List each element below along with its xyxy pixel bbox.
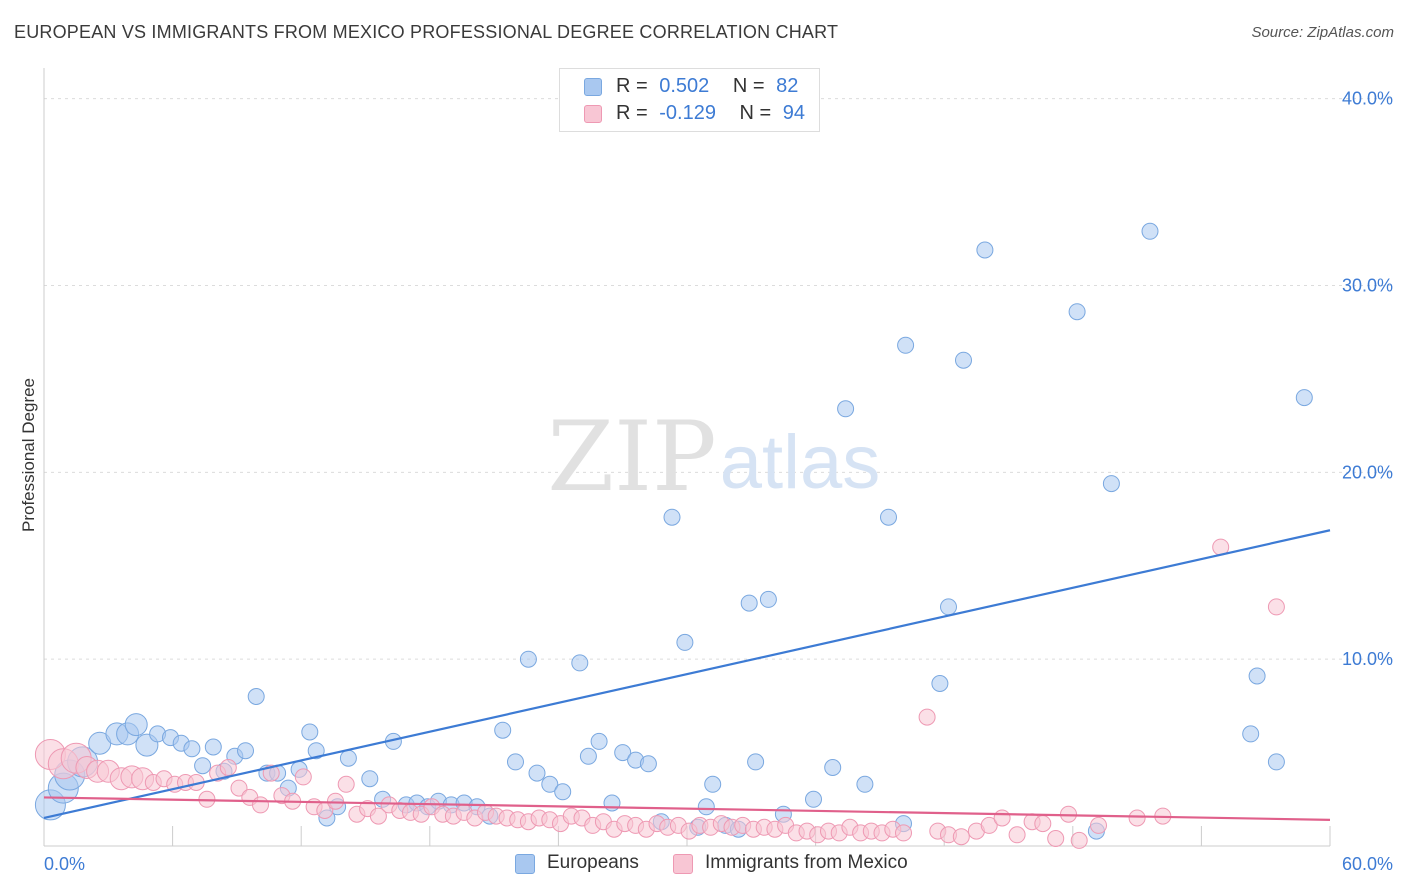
point-mexico: [252, 796, 269, 814]
series-name-mexico: Immigrants from Mexico: [705, 852, 908, 873]
point-europeans: [603, 794, 621, 812]
y-tick-label: 20.0%: [1342, 462, 1393, 482]
point-europeans: [307, 742, 325, 760]
y-tick-label: 10.0%: [1342, 649, 1393, 669]
point-mexico: [337, 775, 355, 793]
chart-title: EUROPEAN VS IMMIGRANTS FROM MEXICO PROFE…: [14, 22, 839, 42]
point-europeans: [571, 654, 589, 672]
point-europeans: [740, 594, 758, 612]
point-europeans: [897, 336, 915, 354]
data-points: [34, 222, 1313, 849]
x-tick-label: 60.0%: [1342, 854, 1393, 874]
point-europeans: [1295, 389, 1313, 407]
series-name-europeans: Europeans: [547, 852, 639, 873]
point-europeans: [940, 598, 957, 616]
point-mexico: [230, 779, 248, 797]
point-mexico: [993, 809, 1011, 827]
watermark: ZIP atlas: [547, 401, 880, 513]
point-europeans: [697, 798, 715, 816]
point-mexico: [294, 768, 312, 786]
point-mexico: [1047, 830, 1065, 847]
point-mexico: [1034, 815, 1052, 833]
point-europeans: [676, 633, 694, 651]
point-europeans: [590, 732, 608, 750]
point-europeans: [183, 740, 201, 758]
trend-line-europeans: [43, 529, 1331, 820]
point-europeans: [837, 400, 855, 418]
legend-n-label: N =: [739, 102, 772, 124]
point-europeans: [955, 351, 972, 369]
tick-labels: 10.0% 20.0% 30.0% 40.0% 0.0% 60.0%: [44, 89, 1393, 874]
trend-line-mexico: [43, 796, 1331, 821]
watermark-atlas: atlas: [720, 420, 881, 505]
point-europeans: [824, 759, 842, 776]
legend-n-value-mexico: 94: [782, 102, 806, 124]
point-mexico: [980, 816, 998, 834]
point-europeans: [507, 753, 524, 771]
point-europeans: [204, 738, 222, 756]
point-europeans: [759, 590, 777, 608]
point-europeans: [614, 744, 632, 762]
point-europeans: [494, 721, 512, 739]
point-europeans: [528, 764, 546, 782]
point-europeans: [194, 757, 212, 775]
point-mexico: [895, 824, 912, 842]
point-europeans: [339, 749, 357, 767]
legend-swatch-europeans: [584, 78, 602, 96]
point-europeans: [237, 742, 254, 760]
legend-r-value-europeans: 0.502: [659, 75, 710, 97]
point-mexico: [1090, 816, 1107, 834]
legend-n-value-europeans: 82: [776, 75, 799, 97]
point-europeans: [519, 650, 537, 668]
point-europeans: [880, 508, 897, 526]
point-mexico: [1128, 809, 1146, 827]
legend-r-value-mexico: -0.129: [659, 102, 716, 124]
legend-r-label: R =: [616, 102, 648, 124]
gridlines: [44, 98, 1392, 660]
point-europeans: [1141, 222, 1159, 240]
point-europeans: [301, 723, 319, 741]
point-europeans: [124, 713, 148, 737]
series-swatch-mexico: [673, 854, 693, 874]
point-europeans: [1102, 475, 1120, 493]
point-mexico: [1070, 831, 1088, 849]
point-europeans: [541, 775, 559, 793]
source-label: Source: ZipAtlas.com: [1251, 24, 1394, 41]
point-mexico: [219, 759, 237, 776]
point-mexico: [918, 708, 936, 726]
point-europeans: [639, 755, 657, 773]
point-europeans: [247, 688, 265, 705]
point-europeans: [976, 241, 994, 259]
x-tick-label: 0.0%: [44, 854, 85, 874]
point-mexico: [952, 828, 970, 846]
point-europeans: [1267, 753, 1285, 771]
point-mexico: [327, 792, 344, 810]
point-europeans: [704, 775, 722, 793]
point-europeans: [663, 508, 681, 526]
trend-lines: [43, 529, 1331, 821]
point-europeans: [1068, 303, 1086, 321]
point-europeans: [856, 775, 874, 793]
y-tick-label: 40.0%: [1342, 89, 1393, 109]
legend-n-label: N =: [732, 75, 765, 97]
point-europeans: [805, 790, 822, 808]
point-mexico: [1267, 598, 1285, 616]
point-mexico: [369, 807, 387, 825]
legend-swatch-mexico: [584, 105, 602, 123]
point-europeans: [931, 675, 949, 692]
y-axis-label: Professional Degree: [19, 378, 38, 532]
series-swatch-europeans: [515, 854, 535, 874]
legend-r-label: R =: [616, 75, 648, 97]
correlation-legend: R = 0.502 N = 82 R = -0.129 N = 94: [559, 68, 820, 132]
point-europeans: [361, 770, 379, 788]
watermark-zip: ZIP: [547, 401, 716, 513]
point-europeans: [554, 783, 572, 801]
point-europeans: [747, 753, 765, 771]
point-mexico: [1008, 826, 1026, 844]
point-europeans: [1248, 667, 1266, 685]
point-europeans: [1242, 725, 1260, 743]
y-tick-label: 30.0%: [1342, 276, 1393, 296]
point-europeans: [579, 747, 597, 765]
